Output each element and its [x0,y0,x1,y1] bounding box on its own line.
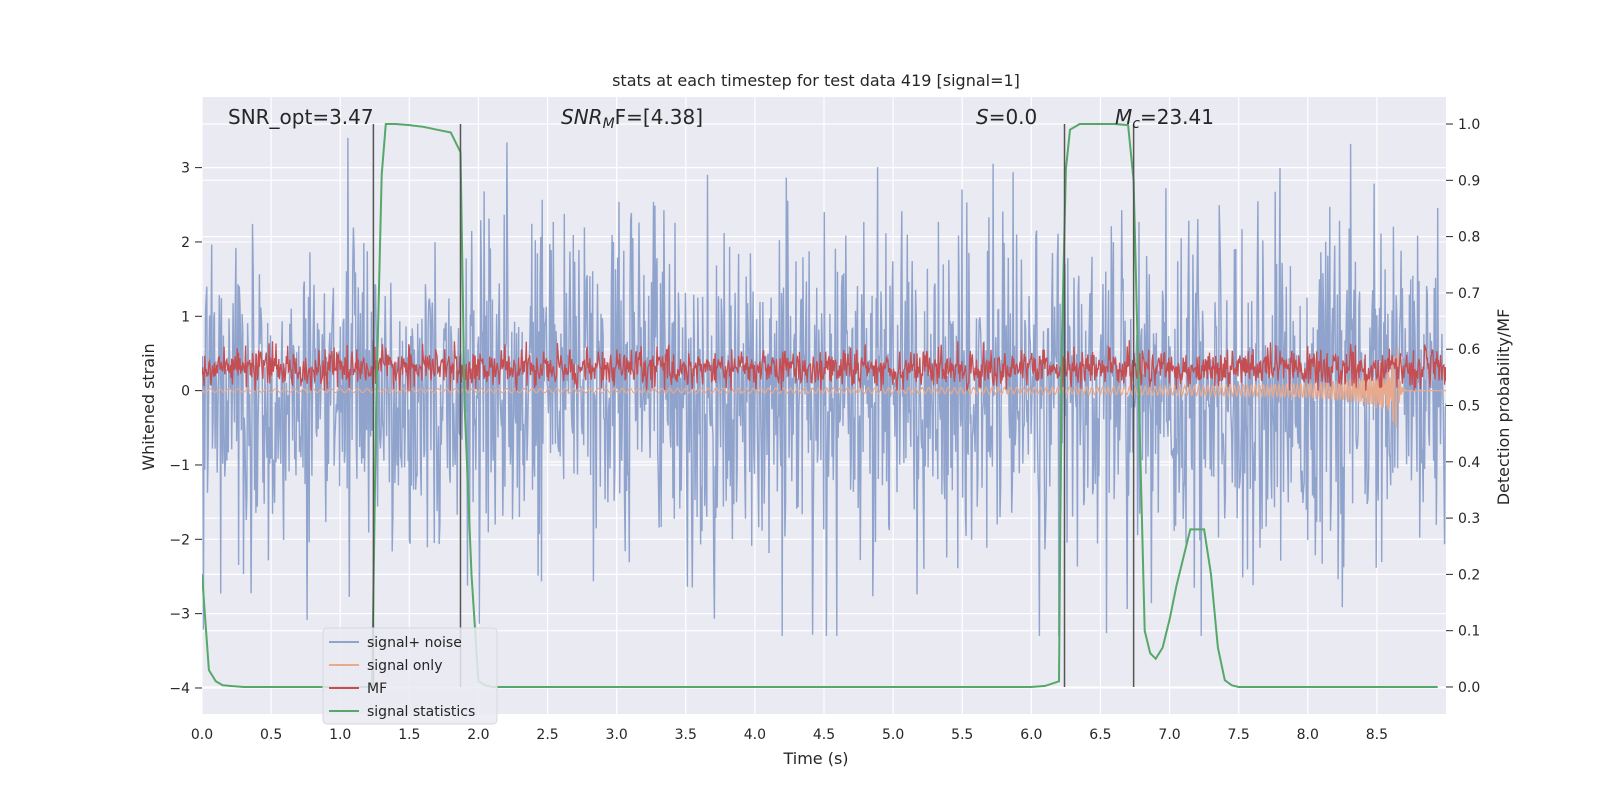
x-tick-label: 0.5 [260,727,282,743]
x-tick-label: 3.0 [606,727,628,743]
legend-label: signal+ noise [367,635,462,651]
legend-label: signal only [367,658,442,674]
chart-title: stats at each timestep for test data 419… [612,71,1020,90]
y2-tick-label: 1.0 [1458,117,1480,133]
y2-axis-label: Detection probability/MF [1494,309,1513,506]
x-tick-label: 0.0 [191,727,213,743]
x-axis-label: Time (s) [782,749,848,768]
y-tick-label: 1 [181,309,190,325]
legend-label: signal statistics [367,704,475,720]
y-tick-label: 3 [181,161,190,177]
x-tick-label: 4.0 [744,727,766,743]
y2-tick-label: 0.7 [1458,286,1480,302]
legend-box [322,627,498,725]
x-tick-label: 6.0 [1020,727,1042,743]
y2-tick-label: 0.6 [1458,342,1480,358]
ticks: 0.0 0.5 1.0 1.5 2.0 2.5 3.0 3.5 4.0 4.5 5.0 5.5 6.0 6… [169,117,1480,743]
x-tick-label: 3.5 [675,727,697,743]
y2-tick-label: 0.3 [1458,511,1480,527]
x-tick-label: 4.5 [813,727,835,743]
y2-tick-label: 0.2 [1458,567,1480,583]
y-tick-label: −2 [169,532,190,548]
snr-opt-annotation: SNR_opt=3.47 [228,105,374,129]
mc-annotation: Mc=23.41 [1115,105,1214,132]
x-tick-label: 2.0 [467,727,489,743]
y-tick-label: 0 [181,384,190,400]
s-annotation: S=0.0 [976,105,1037,129]
snr-mf-annotation: SNRMF=[4.38] [561,105,703,132]
x-tick-label: 1.0 [329,727,351,743]
x-tick-label: 7.0 [1158,727,1180,743]
y2-tick-label: 0.8 [1458,230,1480,246]
y-tick-label: 2 [181,235,190,251]
vertical-markers [372,124,1135,687]
mc-subscript: c [1132,116,1140,132]
snr-mf-subscript: M [603,116,615,132]
y-tick-label: −3 [169,607,190,623]
y2-tick-label: 0.0 [1458,680,1480,696]
annotations: SNR_opt=3.47 SNRMF=[4.38] S=0.0 Mc=23.41 [228,105,1214,132]
y2-tick-label: 0.4 [1458,455,1480,471]
y2-tick-label: 0.5 [1458,399,1480,415]
mc-symbol: M [1115,105,1132,129]
x-tick-label: 5.0 [882,727,904,743]
snr-mf-symbol: SNR [561,105,603,129]
series-signal-only [202,346,1446,428]
series-mf [202,340,1446,391]
y2-tick-label: 0.1 [1458,624,1480,640]
x-tick-label: 5.5 [951,727,973,743]
y-axis-label: Whitened strain [139,343,158,470]
legend-label: MF [367,681,387,697]
s-value: =0.0 [989,105,1038,129]
x-tick-label: 6.5 [1089,727,1111,743]
x-tick-label: 2.5 [536,727,558,743]
legend: signal+ noise signal only MF signal statist… [322,627,498,725]
s-symbol: S [976,105,989,129]
y2-tick-label: 0.9 [1458,173,1480,189]
x-tick-label: 1.5 [398,727,420,743]
x-tick-label: 7.5 [1228,727,1250,743]
x-tick-label: 8.5 [1366,727,1388,743]
x-tick-label: 8.0 [1297,727,1319,743]
mc-value: =23.41 [1140,105,1214,129]
y-tick-label: −4 [169,681,190,697]
snr-mf-value: F=[4.38] [615,105,703,129]
y-tick-label: −1 [169,458,190,474]
